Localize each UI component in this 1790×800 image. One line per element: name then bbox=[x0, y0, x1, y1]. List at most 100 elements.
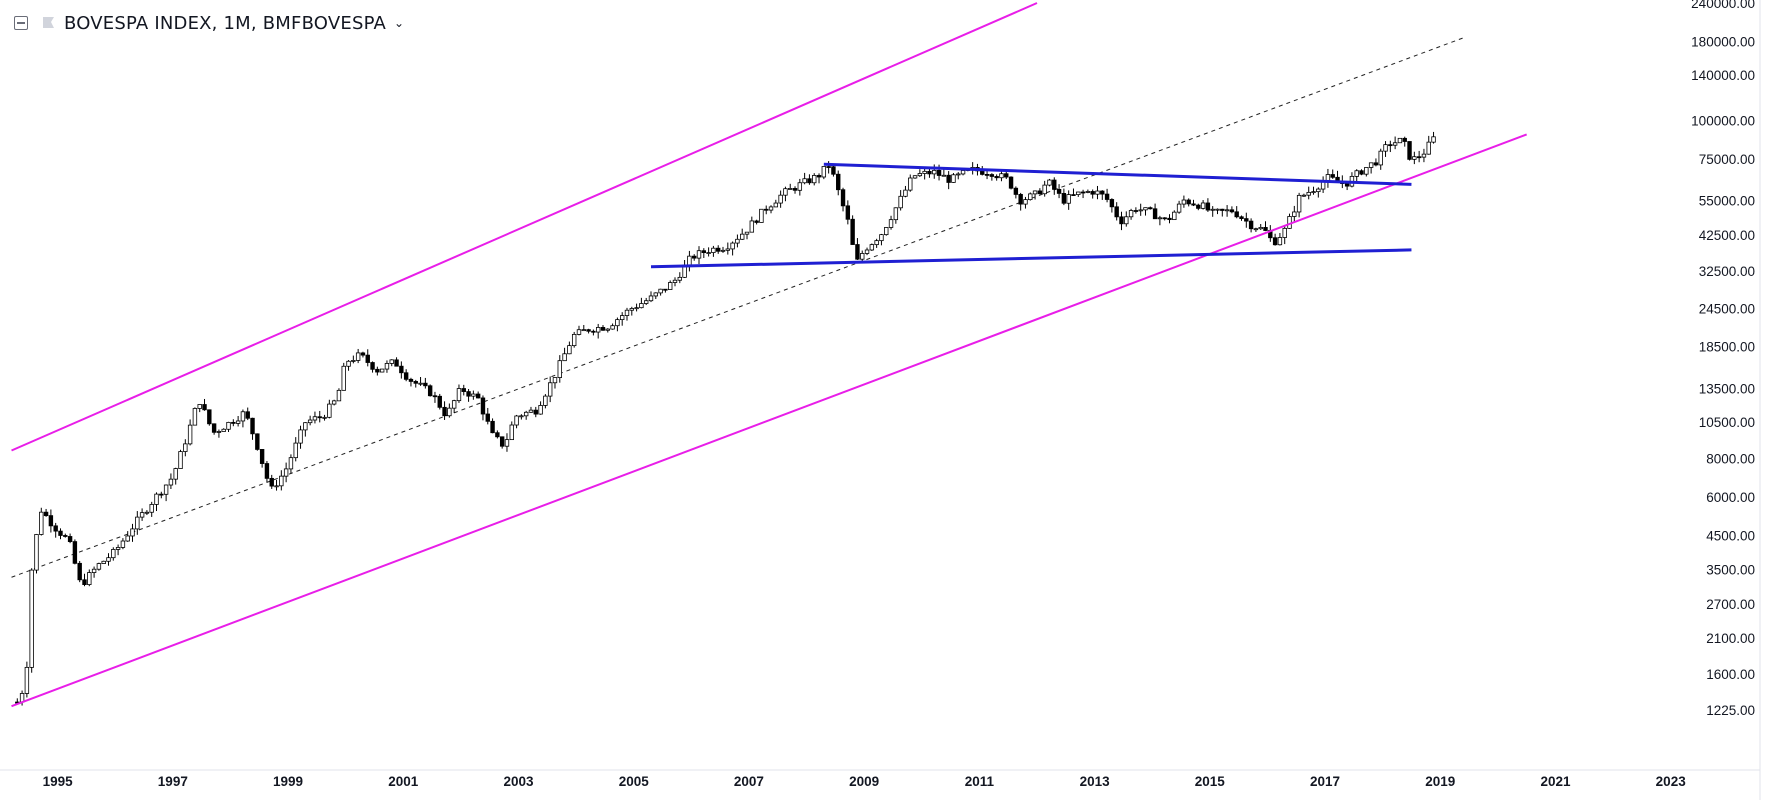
candle bbox=[1109, 198, 1115, 213]
candle-body bbox=[744, 231, 750, 235]
candle bbox=[173, 467, 178, 485]
candle bbox=[1397, 137, 1403, 144]
candle-body bbox=[903, 189, 908, 197]
candle bbox=[1253, 227, 1259, 232]
candle bbox=[1167, 214, 1172, 224]
candle bbox=[1431, 131, 1436, 144]
candle-body bbox=[211, 423, 217, 433]
candle-body bbox=[451, 400, 457, 409]
candle bbox=[226, 421, 231, 433]
symbol-title[interactable]: BOVESPA INDEX, 1M, BMFBOVESPA bbox=[64, 12, 386, 34]
candle-body bbox=[399, 365, 404, 374]
candle-body bbox=[1152, 208, 1158, 220]
candle bbox=[999, 170, 1004, 182]
candle-body bbox=[1412, 156, 1417, 160]
candle-body bbox=[725, 248, 731, 251]
candle-body bbox=[365, 354, 370, 363]
candle bbox=[759, 208, 764, 223]
candle-body bbox=[1100, 190, 1105, 195]
candle-body bbox=[1023, 199, 1028, 205]
x-tick-label: 2015 bbox=[1195, 774, 1226, 789]
chevron-down-icon[interactable]: ⌄ bbox=[394, 16, 405, 30]
candle bbox=[711, 245, 716, 257]
candle-body bbox=[1292, 211, 1297, 217]
collapse-square-icon[interactable] bbox=[14, 16, 28, 30]
channel-upper-line bbox=[11, 2, 1038, 452]
candle bbox=[178, 449, 183, 469]
y-tick-label: 2700.00 bbox=[1706, 597, 1755, 612]
candle bbox=[1412, 151, 1417, 165]
candle-body bbox=[1186, 199, 1191, 205]
candle-body bbox=[874, 240, 879, 246]
candle-body bbox=[1426, 141, 1431, 155]
candle-body bbox=[730, 242, 735, 250]
candle bbox=[15, 698, 20, 704]
price-axis[interactable]: 1225.00 1600.00 2100.00 2700.00 3500.00 4500.… bbox=[1691, 0, 1755, 718]
candle-body bbox=[1368, 162, 1374, 168]
candle bbox=[1004, 171, 1009, 180]
time-axis[interactable]: 1995 1997 1999 2001 2003 2005 2007 2009 2011 2013… bbox=[43, 774, 1687, 789]
candle-body bbox=[1143, 207, 1148, 211]
candle bbox=[696, 246, 702, 265]
x-tick-label: 2017 bbox=[1310, 774, 1340, 789]
candle-body bbox=[836, 173, 841, 191]
candle bbox=[48, 509, 54, 533]
candle bbox=[403, 369, 409, 382]
candle bbox=[437, 393, 442, 410]
candle bbox=[1090, 189, 1095, 199]
candle-body bbox=[989, 174, 995, 177]
candle-body bbox=[936, 169, 942, 176]
flag-icon[interactable] bbox=[42, 16, 56, 30]
candle-body bbox=[509, 424, 514, 441]
candle-body bbox=[999, 173, 1004, 179]
candle-body bbox=[120, 540, 126, 548]
candle bbox=[1210, 206, 1215, 217]
candle bbox=[845, 200, 851, 225]
candle bbox=[605, 328, 610, 333]
candle bbox=[1143, 207, 1148, 216]
candle bbox=[764, 205, 769, 215]
x-tick-label: 1995 bbox=[43, 774, 74, 789]
candle-body bbox=[96, 563, 102, 570]
candle bbox=[1095, 185, 1100, 200]
candle bbox=[1316, 187, 1321, 198]
candle bbox=[245, 407, 250, 421]
candle bbox=[788, 183, 793, 190]
candle bbox=[1368, 162, 1374, 174]
candle-body bbox=[312, 416, 318, 421]
y-tick-label: 1225.00 bbox=[1706, 703, 1755, 718]
x-tick-label: 2005 bbox=[619, 774, 650, 789]
candle bbox=[1162, 217, 1167, 221]
candle bbox=[360, 351, 366, 358]
candle-body bbox=[67, 536, 73, 542]
candle bbox=[917, 169, 923, 178]
candle-body bbox=[139, 512, 145, 518]
candle bbox=[1032, 190, 1038, 200]
candle-body bbox=[1392, 142, 1398, 146]
y-tick-label: 100000.00 bbox=[1691, 113, 1755, 128]
candle bbox=[399, 361, 404, 379]
candle-body bbox=[379, 368, 385, 373]
candle-body bbox=[1344, 183, 1350, 187]
candle-body bbox=[259, 449, 265, 464]
candle-body bbox=[154, 493, 159, 505]
candle-body bbox=[1215, 208, 1220, 211]
candle bbox=[552, 377, 558, 389]
candle bbox=[1085, 189, 1091, 194]
candle bbox=[1037, 188, 1043, 195]
candle-body bbox=[1272, 237, 1278, 246]
candle-body bbox=[1258, 227, 1263, 230]
candle bbox=[716, 245, 721, 254]
candle-body bbox=[658, 288, 663, 294]
candle bbox=[202, 398, 207, 411]
candle-body bbox=[274, 485, 279, 488]
candle-body bbox=[29, 569, 34, 668]
candle-body bbox=[1402, 137, 1407, 142]
candle-body bbox=[1234, 211, 1239, 218]
candle bbox=[591, 329, 596, 336]
candle bbox=[956, 172, 961, 180]
candle-body bbox=[547, 382, 553, 397]
candle-body bbox=[634, 307, 639, 310]
candle-body bbox=[437, 395, 442, 408]
